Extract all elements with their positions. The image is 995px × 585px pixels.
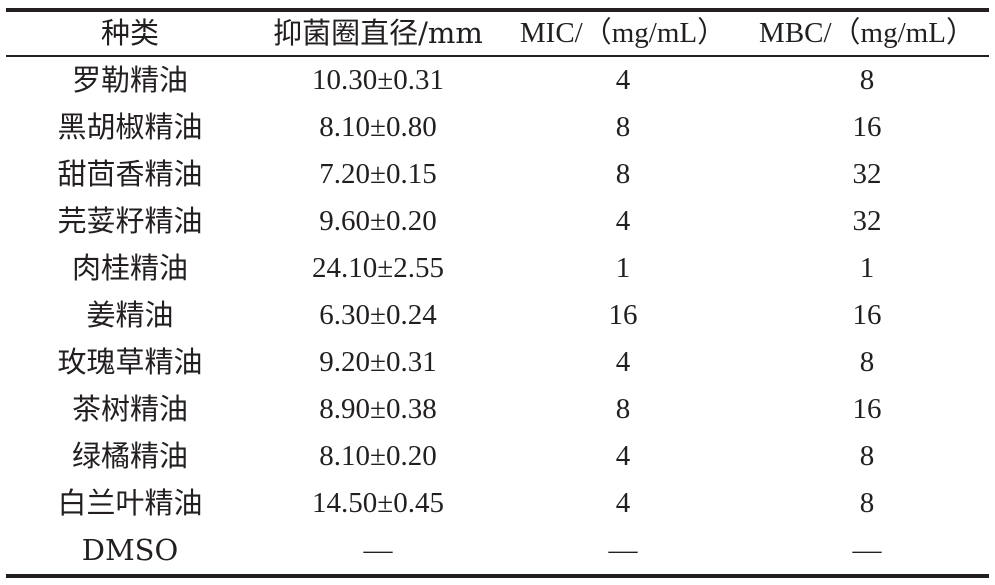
cell-mic: 4 <box>615 440 631 472</box>
cell-zone-diameter: 8.10±0.80 <box>319 111 437 143</box>
cell-mic: 8 <box>615 393 631 425</box>
cell-type: 玫瑰草精油 <box>57 345 203 379</box>
cell-mic: — <box>608 534 638 566</box>
table-row: 玫瑰草精油 9.20±0.31 4 8 <box>0 339 995 386</box>
cell-mbc: 16 <box>852 393 882 425</box>
table-header-row: 种类 抑菌圈直径/mm MIC/（mg/mL） MBC/（mg/mL） <box>0 12 995 55</box>
cell-type: DMSO <box>81 533 179 567</box>
cell-mic: 4 <box>615 205 631 237</box>
cell-mbc: 32 <box>852 158 882 190</box>
cell-mbc: 16 <box>852 299 882 331</box>
cell-mbc: 1 <box>859 252 875 284</box>
table-row: 黑胡椒精油 8.10±0.80 8 16 <box>0 104 995 151</box>
cell-zone-diameter: 7.20±0.15 <box>319 158 437 190</box>
header-cell-mbc: MBC/（mg/mL） <box>759 17 975 49</box>
cell-type: 肉桂精油 <box>71 251 188 285</box>
cell-mic: 4 <box>615 64 631 96</box>
table-row: 甜茴香精油 7.20±0.15 8 32 <box>0 151 995 198</box>
cell-mbc: 8 <box>859 64 875 96</box>
cell-type: 芫荽籽精油 <box>57 204 203 238</box>
table-top-rule <box>6 8 989 12</box>
cell-type: 绿橘精油 <box>71 439 188 473</box>
cell-type: 茶树精油 <box>71 392 188 426</box>
cell-type: 罗勒精油 <box>71 63 188 97</box>
cell-type: 甜茴香精油 <box>57 157 203 191</box>
header-cell-mic: MIC/（mg/mL） <box>519 17 727 49</box>
table-row: 罗勒精油 10.30±0.31 4 8 <box>0 57 995 104</box>
table-row: 茶树精油 8.90±0.38 8 16 <box>0 386 995 433</box>
cell-mic: 8 <box>615 111 631 143</box>
cell-zone-diameter: 6.30±0.24 <box>319 299 437 331</box>
header-cell-type: 种类 <box>100 16 159 50</box>
cell-mbc: — <box>852 534 882 566</box>
cell-mbc: 8 <box>859 487 875 519</box>
table-row: 肉桂精油 24.10±2.55 1 1 <box>0 245 995 292</box>
cell-mbc: 8 <box>859 346 875 378</box>
cell-type: 黑胡椒精油 <box>57 110 203 144</box>
header-cell-zone-diameter: 抑菌圈直径/mm <box>273 16 483 50</box>
cell-zone-diameter: 9.60±0.20 <box>319 205 437 237</box>
cell-zone-diameter: 9.20±0.31 <box>319 346 437 378</box>
cell-mic: 16 <box>608 299 638 331</box>
cell-zone-diameter: 14.50±0.45 <box>312 487 444 519</box>
cell-mbc: 8 <box>859 440 875 472</box>
cell-mic: 4 <box>615 346 631 378</box>
table-body: 罗勒精油 10.30±0.31 4 8 黑胡椒精油 8.10±0.80 8 16 甜茴香精油 7.… <box>0 57 995 574</box>
table-bottom-rule <box>6 574 989 578</box>
table-row: 白兰叶精油 14.50±0.45 4 8 <box>0 480 995 527</box>
cell-zone-diameter: 10.30±0.31 <box>312 64 444 96</box>
table-row: DMSO — — — <box>0 527 995 574</box>
table-row: 芫荽籽精油 9.60±0.20 4 32 <box>0 198 995 245</box>
cell-mbc: 32 <box>852 205 882 237</box>
cell-mic: 8 <box>615 158 631 190</box>
cell-zone-diameter: 24.10±2.55 <box>312 252 444 284</box>
cell-mic: 4 <box>615 487 631 519</box>
cell-mic: 1 <box>615 252 631 284</box>
table-row: 姜精油 6.30±0.24 16 16 <box>0 292 995 339</box>
cell-zone-diameter: 8.10±0.20 <box>319 440 437 472</box>
cell-zone-diameter: 8.90±0.38 <box>319 393 437 425</box>
cell-zone-diameter: — <box>363 534 393 566</box>
table-row: 绿橘精油 8.10±0.20 4 8 <box>0 433 995 480</box>
cell-mbc: 16 <box>852 111 882 143</box>
cell-type: 姜精油 <box>86 298 174 332</box>
cell-type: 白兰叶精油 <box>57 486 203 520</box>
table-header-rule <box>6 55 989 57</box>
